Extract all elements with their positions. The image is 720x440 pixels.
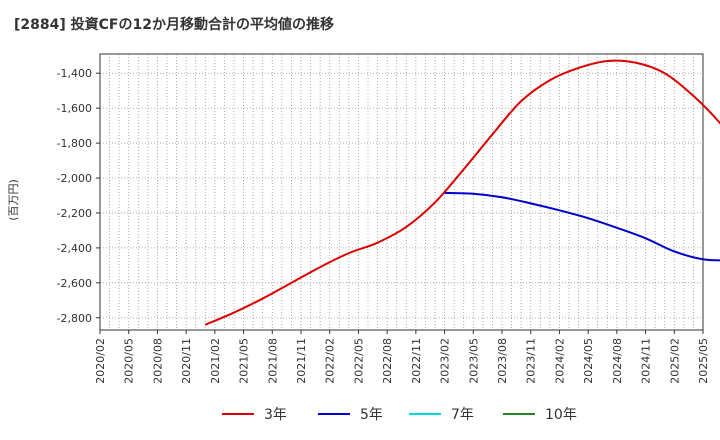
x-tick-label: 2023/02 (439, 338, 452, 384)
x-tick-label: 2023/08 (496, 338, 509, 384)
legend-label-2: 5年 (360, 407, 383, 423)
y-axis: -2,800 -2,600 -2,400 -2,200 -2,000 -1,800 -1,6… (57, 67, 100, 325)
x-tick-label: 2022/11 (410, 338, 423, 384)
legend-label-3: 7年 (451, 407, 474, 423)
grid (100, 54, 703, 330)
y-tick-label: -2,200 (57, 207, 92, 220)
x-tick-label: 2024/02 (553, 338, 566, 384)
legend-label-4: 10年 (545, 407, 577, 423)
chart-title: [2884] 投資CFの12か月移動合計の平均値の推移 (14, 16, 334, 33)
x-tick-label: 2020/05 (123, 338, 136, 384)
x-tick-label: 2022/05 (352, 338, 365, 384)
series-lines (204, 59, 720, 326)
x-tick-label: 2020/08 (151, 338, 164, 384)
x-tick-label: 2023/05 (467, 338, 480, 384)
series-line-1 (204, 59, 720, 326)
y-axis-label: (百万円) (7, 179, 20, 221)
x-tick-label: 2025/05 (697, 338, 710, 384)
x-tick-label: 2021/05 (238, 338, 251, 384)
x-tick-label: 2021/08 (266, 338, 279, 384)
x-tick-label: 2020/02 (94, 338, 107, 384)
y-tick-label: -1,600 (57, 102, 92, 115)
plot-area-border (99, 53, 704, 331)
x-tick-label: 2024/08 (611, 338, 624, 384)
y-tick-label: -2,800 (57, 312, 92, 325)
x-tick-label: 2020/11 (180, 338, 193, 384)
x-tick-label: 2021/11 (295, 338, 308, 384)
y-tick-label: -1,400 (57, 67, 92, 80)
x-tick-label: 2023/11 (525, 338, 538, 384)
legend: 3年 5年 7年 10年 (222, 407, 577, 423)
legend-label-1: 3年 (264, 407, 287, 423)
y-tick-label: -2,400 (57, 242, 92, 255)
x-tick-label: 2025/02 (668, 338, 681, 384)
x-tick-label: 2024/05 (582, 338, 595, 384)
y-tick-label: -2,000 (57, 172, 92, 185)
x-tick-label: 2022/08 (381, 338, 394, 384)
y-tick-label: -2,600 (57, 277, 92, 290)
series-line-2 (444, 191, 720, 262)
x-axis: 2020/02 2020/05 2020/08 2020/11 2021/02 2021/… (94, 330, 710, 384)
x-tick-label: 2024/11 (640, 338, 653, 384)
x-tick-label: 2021/02 (209, 338, 222, 384)
y-tick-label: -1,800 (57, 137, 92, 150)
x-tick-label: 2022/02 (324, 338, 337, 384)
